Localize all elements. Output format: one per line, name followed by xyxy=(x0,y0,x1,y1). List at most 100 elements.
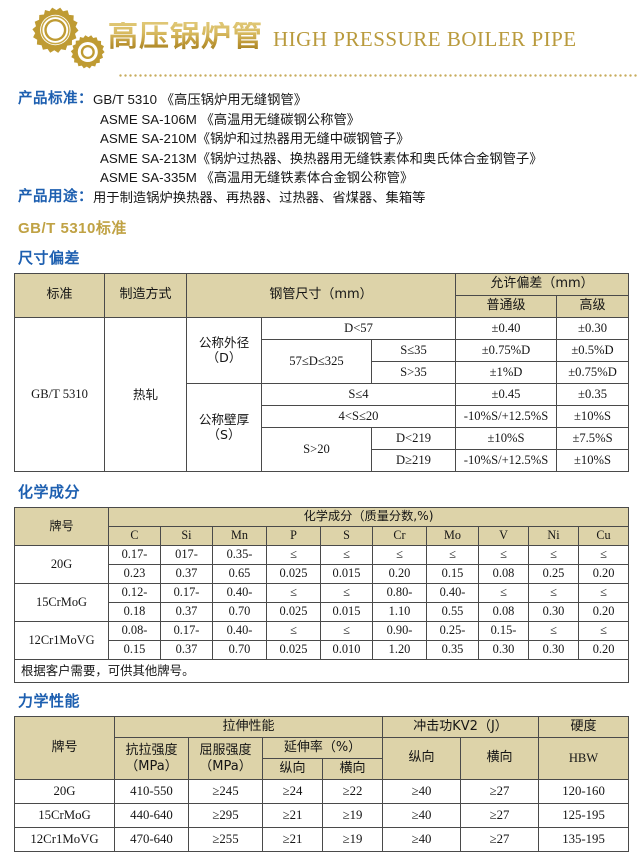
table-row: 12Cr1MoVG 470-640 ≥255 ≥21 ≥19 ≥40 ≥27 1… xyxy=(14,827,630,852)
cell-impact-longitudinal: ≥40 xyxy=(382,779,462,804)
table-row: 15CrMoG 0.12- 0.17- 0.40- ≤ ≤ 0.80- 0.40… xyxy=(14,583,630,622)
table-row: GB/T 5310 热轧 公称外径 （D） D<57 ±0.40 ±0.30 xyxy=(14,317,630,472)
cell-hardness: 125-195 xyxy=(538,803,630,828)
cell-value: 0.18 xyxy=(108,602,161,622)
cell-condition: S≤4 xyxy=(260,383,457,406)
cell-value: ≤ xyxy=(266,583,321,603)
cell-value: 0.25- xyxy=(426,621,479,641)
cell-value: 0.17- xyxy=(108,545,161,565)
cell-value: ≤ xyxy=(478,583,529,603)
cell-grade: 15CrMoG xyxy=(14,583,109,622)
col-element-p: P xyxy=(266,526,321,546)
cell-ordinary: ±10%S xyxy=(455,427,558,450)
cell-tensile: 470-640 xyxy=(114,827,189,852)
col-method: 制造方式 xyxy=(104,273,187,318)
section-heading-chemical: 化学成分 xyxy=(18,484,81,501)
cell-value: 017- xyxy=(160,545,213,565)
col-element-cr: Cr xyxy=(372,526,427,546)
cell-impact-transverse: ≥27 xyxy=(460,827,540,852)
section-heading-mechanical: 力学性能 xyxy=(18,693,81,710)
cell-value: 0.20 xyxy=(577,602,630,622)
cell-ordinary: ±0.40 xyxy=(455,317,558,340)
col-grade: 牌号 xyxy=(14,716,115,780)
col-tolerance: 允许偏差（mm） xyxy=(455,273,630,296)
cell-value: 0.08- xyxy=(108,621,161,641)
product-usage-row: 产品用途： 用于制造锅炉换热器、再热器、过热器、省煤器、集箱等 xyxy=(18,188,642,208)
header-title-row: 高压锅炉管 HIGH PRESSURE BOILER PIPE xyxy=(108,22,577,52)
cell-value: ≤ xyxy=(320,545,373,565)
cell-value: 0.17- xyxy=(160,583,213,603)
cell-ordinary: ±1%D xyxy=(455,361,558,384)
table-row: S>35 ±1%D ±0.75%D xyxy=(15,361,630,384)
col-impact-transverse: 横向 xyxy=(460,737,540,780)
cell-value: 0.025 xyxy=(266,564,321,584)
cell-value: 0.35- xyxy=(212,545,267,565)
header-line2: （MPa） xyxy=(125,758,178,774)
cell-grade: 12Cr1MoVG xyxy=(14,621,109,660)
cell-value: 0.30 xyxy=(528,602,579,622)
cell-grade: 15CrMoG xyxy=(14,803,115,828)
cell-value: 0.20 xyxy=(577,564,630,584)
table-row: 0.15 0.37 0.70 0.025 0.010 1.20 0.35 0.3… xyxy=(15,640,630,660)
cell-hardness: 120-160 xyxy=(538,779,630,804)
table-header-row: 普通级 高级 xyxy=(15,295,630,318)
page-title-cn: 高压锅炉管 xyxy=(108,19,263,54)
cell-value: ≤ xyxy=(478,545,529,565)
product-standard-value-0: GB/T 5310 《高压锅炉用无缝钢管》 xyxy=(93,92,308,107)
cell-value: ≤ xyxy=(320,621,373,641)
table-header-row: 标准 制造方式 钢管尺寸（mm） 允许偏差（mm） xyxy=(14,273,630,318)
col-element-c: C xyxy=(108,526,161,546)
cell-advanced: ±7.5%S xyxy=(556,427,630,450)
cell-value: 0.40- xyxy=(212,583,267,603)
header-line1: 抗拉强度 xyxy=(125,743,178,759)
col-element-si: Si xyxy=(160,526,213,546)
col-tensile-group: 拉伸性能 xyxy=(113,716,384,738)
cell-ordinary: ±0.75%D xyxy=(455,339,558,362)
header-divider xyxy=(118,74,638,77)
cell-value: 0.30 xyxy=(528,640,579,660)
table-row: 4<S≤20 -10%S/+12.5%S ±10%S xyxy=(15,405,630,428)
cell-value: 0.30 xyxy=(478,640,529,660)
list-item: ASME SA-335M 《高温用无缝铁素体合金钢公称管》 xyxy=(100,170,414,185)
cell-condition: 4<S≤20 xyxy=(260,405,457,428)
product-usage-label: 产品用途： xyxy=(18,188,93,205)
cell-value: 0.010 xyxy=(320,640,373,660)
cell-condition: D<57 xyxy=(260,317,457,340)
cell-value: 0.37 xyxy=(160,602,213,622)
cell-impact-longitudinal: ≥40 xyxy=(382,827,462,852)
table-row: 15CrMoG 440-640 ≥295 ≥21 ≥19 ≥40 ≥27 125… xyxy=(14,803,630,828)
cell-ordinary: ±0.45 xyxy=(455,383,558,406)
page-header: 高压锅炉管 HIGH PRESSURE BOILER PIPE xyxy=(0,0,642,86)
table-row: 20G 0.17- 017- 0.35- ≤ ≤ ≤ ≤ ≤ ≤ ≤ xyxy=(14,545,630,584)
cell-ordinary: -10%S/+12.5%S xyxy=(455,449,558,472)
cell-impact-transverse: ≥27 xyxy=(460,803,540,828)
cell-value: 0.70 xyxy=(212,640,267,660)
cell-elongation-longitudinal: ≥21 xyxy=(262,827,323,852)
cell-value: ≤ xyxy=(266,621,321,641)
section-heading-dimension: 尺寸偏差 xyxy=(18,250,81,267)
cell-value: 0.08 xyxy=(478,564,529,584)
col-pipe-size: 钢管尺寸（mm） xyxy=(185,273,457,318)
cell-value: 0.20 xyxy=(372,564,427,584)
cell-value: 1.10 xyxy=(372,602,427,622)
col-ordinary-grade: 普通级 xyxy=(455,295,558,318)
table-row: D≥219 -10%S/+12.5%S ±10%S xyxy=(15,449,630,472)
cell-value: ≤ xyxy=(577,545,630,565)
table-row: 20G 410-550 ≥245 ≥24 ≥22 ≥40 ≥27 120-160 xyxy=(14,779,630,804)
cell-yield: ≥255 xyxy=(188,827,263,852)
cell-condition: 57≤D≤325 xyxy=(261,339,372,384)
col-advanced-grade: 高级 xyxy=(556,295,630,318)
cell-value: 0.65 xyxy=(212,564,267,584)
gear-icon xyxy=(70,35,105,69)
cell-subcondition: D≥219 xyxy=(370,449,457,472)
cell-value: ≤ xyxy=(320,583,373,603)
cell-subcondition: D<219 xyxy=(370,427,457,450)
group-label-line2: （D） xyxy=(206,349,242,365)
chemical-composition-table: 牌号 化学成分（质量分数,%) C Si Mn P S Cr Mo V Ni C… xyxy=(13,507,630,683)
cell-advanced: ±0.5%D xyxy=(556,339,630,362)
cell-value: 0.08 xyxy=(478,602,529,622)
list-item: ASME SA-210M《锅炉和过热器用无缝中碳钢管子》 xyxy=(100,131,410,146)
cell-value: 0.25 xyxy=(528,564,579,584)
cell-advanced: ±10%S xyxy=(556,449,630,472)
cell-value: ≤ xyxy=(577,583,630,603)
